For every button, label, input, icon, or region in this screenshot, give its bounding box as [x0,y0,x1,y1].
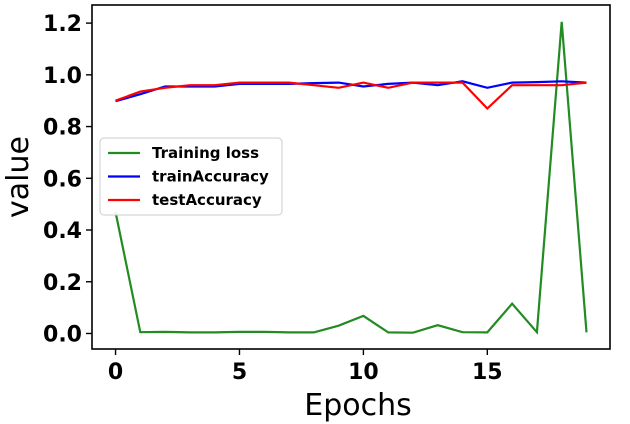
x-tick-label: 10 [348,360,379,385]
y-tick-label: 0.0 [43,322,82,347]
x-tick-label: 15 [472,360,503,385]
series-line-testaccuracy [115,81,587,111]
x-axis-title: Epochs [304,388,412,423]
legend-label-trainaccuracy: trainAccuracy [152,168,269,186]
y-axis: 0.0 0.2 0.4 0.6 0.8 1.0 1.2 [43,12,92,347]
legend-box [99,137,283,216]
series-line-training-loss [114,21,588,335]
legend: Training loss trainAccuracy testAccuracy [99,137,283,216]
plot-frame [91,4,611,350]
series-lines [114,21,588,335]
legend-label-testaccuracy: testAccuracy [152,191,262,209]
x-axis: 0 5 10 15 [108,349,503,385]
x-tick-label: 0 [108,360,123,385]
y-tick-label: 1.2 [43,12,82,37]
x-tick-label: 5 [232,360,247,385]
y-tick-label: 0.4 [43,219,82,244]
y-tick-label: 0.6 [43,167,82,192]
y-tick-label: 0.2 [43,271,82,296]
legend-label-training-loss: Training loss [152,144,259,162]
legend-entries: Training loss trainAccuracy testAccuracy [108,144,269,209]
y-tick-label: 1.0 [43,64,82,89]
y-tick-label: 0.8 [43,116,82,141]
y-axis-title: value [1,136,36,218]
